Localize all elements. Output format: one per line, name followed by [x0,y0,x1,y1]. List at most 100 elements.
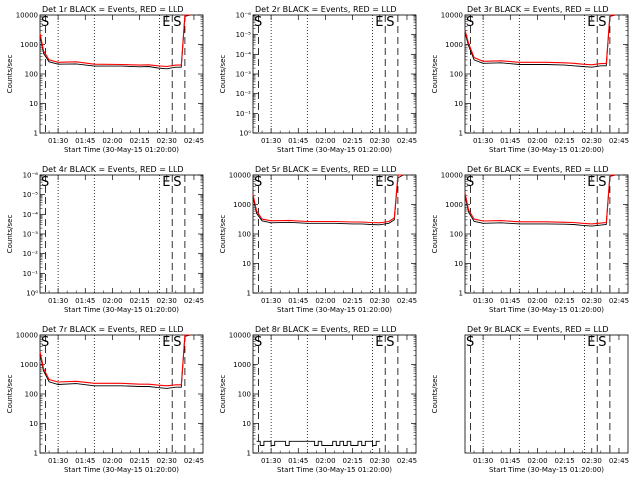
events-series-line [464,174,616,227]
x-tick-label: 01:30 [48,297,68,305]
y-tick-label: 10000 [16,12,38,20]
end-marker-label: E [375,335,383,350]
panel-title: Det 2r BLACK = Events, RED = LLD [255,5,397,14]
y-tick-label: 1000 [233,361,251,369]
x-tick-label: 02:00 [102,457,122,465]
events-series-line [39,334,191,389]
detector-panel-6: Det 6r BLACK = Events, RED = LLD Counts/s… [431,165,629,314]
panel-title: Det 6r BLACK = Events, RED = LLD [467,165,609,174]
x-tick-label: 01:30 [48,137,68,145]
x-tick-label: 01:45 [500,297,520,305]
y-tick-label: 10 [242,260,251,268]
events-series-line [252,174,404,226]
x-tick-label: 02:45 [609,457,629,465]
panel-title: Det 8r BLACK = Events, RED = LLD [255,325,397,334]
y-axis-label: Counts/sec [6,215,14,254]
y-tick-label: 10000 [229,172,251,180]
x-axis-label: Start Time (30-May-15 01:20:00) [489,146,604,154]
stop-marker-label: S [598,175,606,190]
x-tick-label: 01:45 [288,297,308,305]
x-axis-label: Start Time (30-May-15 01:20:00) [64,146,179,154]
x-tick-label: 02:15 [130,297,150,305]
x-tick-label: 02:00 [527,297,547,305]
x-tick-label: 02:30 [157,297,177,305]
y-tick-label: 1 [459,290,463,298]
y-tick-label: 10⁻¹ [23,270,39,278]
y-axis-label: Counts/sec [6,55,14,94]
events-series-line [256,440,380,446]
y-tick-label: 100 [450,231,463,239]
lld-series-line [252,174,404,224]
x-tick-label: 02:45 [609,137,629,145]
x-tick-label: 02:30 [370,297,390,305]
x-tick-label: 02:45 [184,137,204,145]
x-tick-label: 01:45 [288,457,308,465]
y-tick-label: 10⁻⁵ [236,31,252,39]
x-tick-label: 01:45 [75,137,95,145]
x-tick-label: 02:15 [555,297,575,305]
stop-marker-label: S [386,335,394,350]
end-marker-label: E [587,335,595,350]
x-tick-label: 02:30 [370,137,390,145]
stop-marker-label: S [598,15,606,30]
panel-title: Det 7r BLACK = Events, RED = LLD [42,325,184,334]
x-axis-label: Start Time (30-May-15 01:20:00) [64,306,179,314]
plot-frame [464,334,629,454]
y-tick-label: 1000 [20,361,38,369]
x-tick-label: 01:45 [75,297,95,305]
panel-title: Det 1r BLACK = Events, RED = LLD [42,5,184,14]
stop-marker-label: S [173,335,181,350]
y-tick-label: 10 [29,100,38,108]
lld-series-line [39,334,191,387]
plot-frame [252,174,417,294]
plot-frame [39,334,204,454]
y-tick-label: 10⁻⁴ [23,211,39,219]
panel-title: Det 3r BLACK = Events, RED = LLD [467,5,609,14]
x-tick-label: 02:15 [555,457,575,465]
x-tick-label: 01:30 [261,457,281,465]
y-tick-label: 1 [459,130,463,138]
x-tick-label: 01:30 [473,137,493,145]
y-tick-label: 10⁻⁴ [236,51,252,59]
y-tick-label: 1000 [20,41,38,49]
y-tick-label: 10000 [16,332,38,340]
panel-title: Det 5r BLACK = Events, RED = LLD [255,165,397,174]
x-tick-label: 01:30 [261,137,281,145]
end-marker-label: E [375,15,383,30]
start-marker-label: S [254,15,262,30]
start-marker-label: S [254,175,262,190]
y-tick-label: 1 [247,450,251,458]
y-tick-label: 10 [29,420,38,428]
y-tick-label: 1 [34,130,38,138]
detector-panel-4: Det 4r BLACK = Events, RED = LLD Counts/s… [6,165,204,314]
y-tick-label: 10 [242,420,251,428]
y-tick-label: 100 [450,71,463,79]
x-tick-label: 02:00 [315,297,335,305]
x-tick-label: 02:30 [582,457,602,465]
x-tick-label: 02:45 [397,297,417,305]
y-tick-label: 1 [247,290,251,298]
y-tick-label: 100 [238,391,251,399]
lld-series-line [464,14,616,66]
x-tick-label: 01:45 [288,137,308,145]
detector-panel-8: Det 8r BLACK = Events, RED = LLD Counts/s… [219,325,417,474]
x-tick-label: 02:00 [102,297,122,305]
y-axis-label: Counts/sec [6,375,14,414]
x-tick-label: 02:00 [102,137,122,145]
end-marker-label: E [587,175,595,190]
stop-marker-label: S [173,175,181,190]
plot-frame [464,174,629,294]
y-tick-label: 100 [238,231,251,239]
plot-frame [464,14,629,134]
x-tick-label: 02:15 [343,137,363,145]
x-tick-label: 02:30 [157,457,177,465]
y-tick-label: 10000 [441,12,463,20]
y-tick-label: 10000 [229,332,251,340]
x-tick-label: 02:00 [527,137,547,145]
start-marker-label: S [254,335,262,350]
stop-marker-label: S [173,15,181,30]
end-marker-label: E [162,15,170,30]
start-marker-label: S [41,15,49,30]
panel-title: Det 4r BLACK = Events, RED = LLD [42,165,184,174]
